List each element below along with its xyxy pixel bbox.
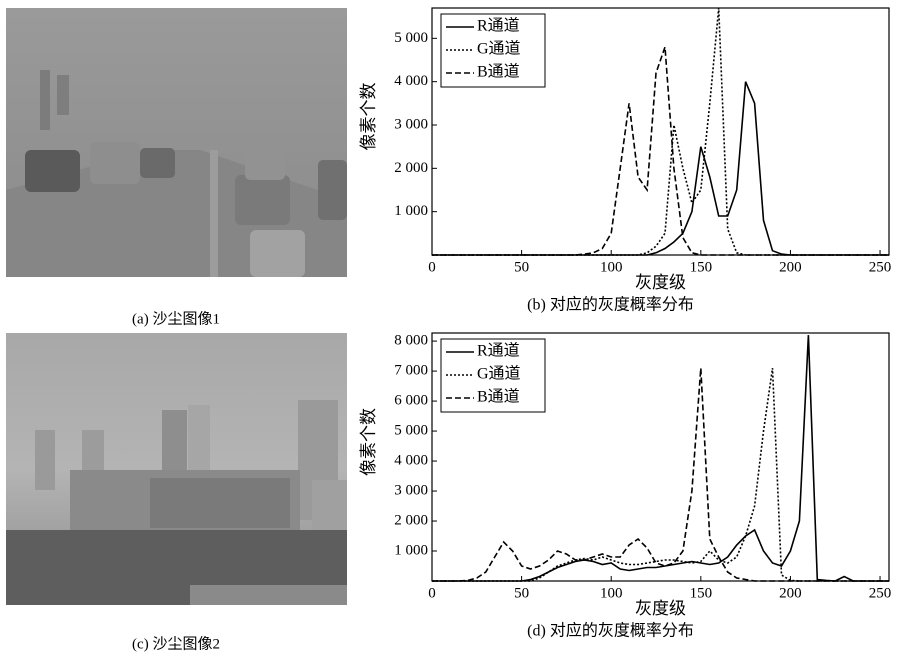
y-axis-label: 像素个数 <box>359 83 378 151</box>
y-tick-label: 5 000 <box>394 30 428 46</box>
y-tick-label: 4 000 <box>394 73 428 89</box>
legend-label: R通道 <box>477 17 520 35</box>
y-tick-label: 1 000 <box>394 203 428 219</box>
y-tick-label: 5 000 <box>394 422 428 438</box>
photo-1 <box>6 8 347 277</box>
x-tick-label: 200 <box>779 585 802 601</box>
x-tick-label: 50 <box>514 259 529 275</box>
chart-title: (b) 对应的灰度概率分布 <box>527 295 694 314</box>
y-tick-label: 7 000 <box>394 363 428 379</box>
legend-label: G通道 <box>477 40 521 58</box>
photo-2 <box>6 333 347 605</box>
x-tick-label: 100 <box>600 585 623 601</box>
legend-label: B通道 <box>477 388 520 406</box>
x-axis-label: 灰度级 <box>635 599 686 618</box>
y-tick-label: 4 000 <box>394 452 428 468</box>
legend-label: B通道 <box>477 63 520 81</box>
image-caption: (a) 沙尘图像1 <box>132 310 220 327</box>
y-tick-label: 3 000 <box>394 482 428 498</box>
x-tick-label: 0 <box>428 259 436 275</box>
y-tick-label: 3 000 <box>394 116 428 132</box>
y-tick-label: 2 000 <box>394 160 428 176</box>
data-line <box>432 82 889 255</box>
chart-title: (d) 对应的灰度概率分布 <box>527 621 694 640</box>
figure: (a) 沙尘图像1 (c) 沙尘图像2 0 50 100 150 200 250 1 000… <box>0 0 902 657</box>
x-tick-label: 150 <box>690 585 713 601</box>
y-tick-label: 2 000 <box>394 512 428 528</box>
x-tick-label: 250 <box>869 585 892 601</box>
x-axis-label: 灰度级 <box>635 273 686 292</box>
x-tick-label: 150 <box>690 259 713 275</box>
x-tick-label: 0 <box>428 585 436 601</box>
y-axis-label: 像素个数 <box>359 408 378 476</box>
x-tick-label: 100 <box>600 259 623 275</box>
x-tick-label: 200 <box>779 259 802 275</box>
x-tick-label: 50 <box>514 585 529 601</box>
legend-label: G通道 <box>477 365 521 383</box>
image-caption: (c) 沙尘图像2 <box>132 635 220 652</box>
y-tick-label: 6 000 <box>394 393 428 409</box>
legend-label: R通道 <box>477 342 520 360</box>
y-tick-label: 8 000 <box>394 333 428 349</box>
y-tick-label: 1 000 <box>394 542 428 558</box>
x-tick-label: 250 <box>869 259 892 275</box>
